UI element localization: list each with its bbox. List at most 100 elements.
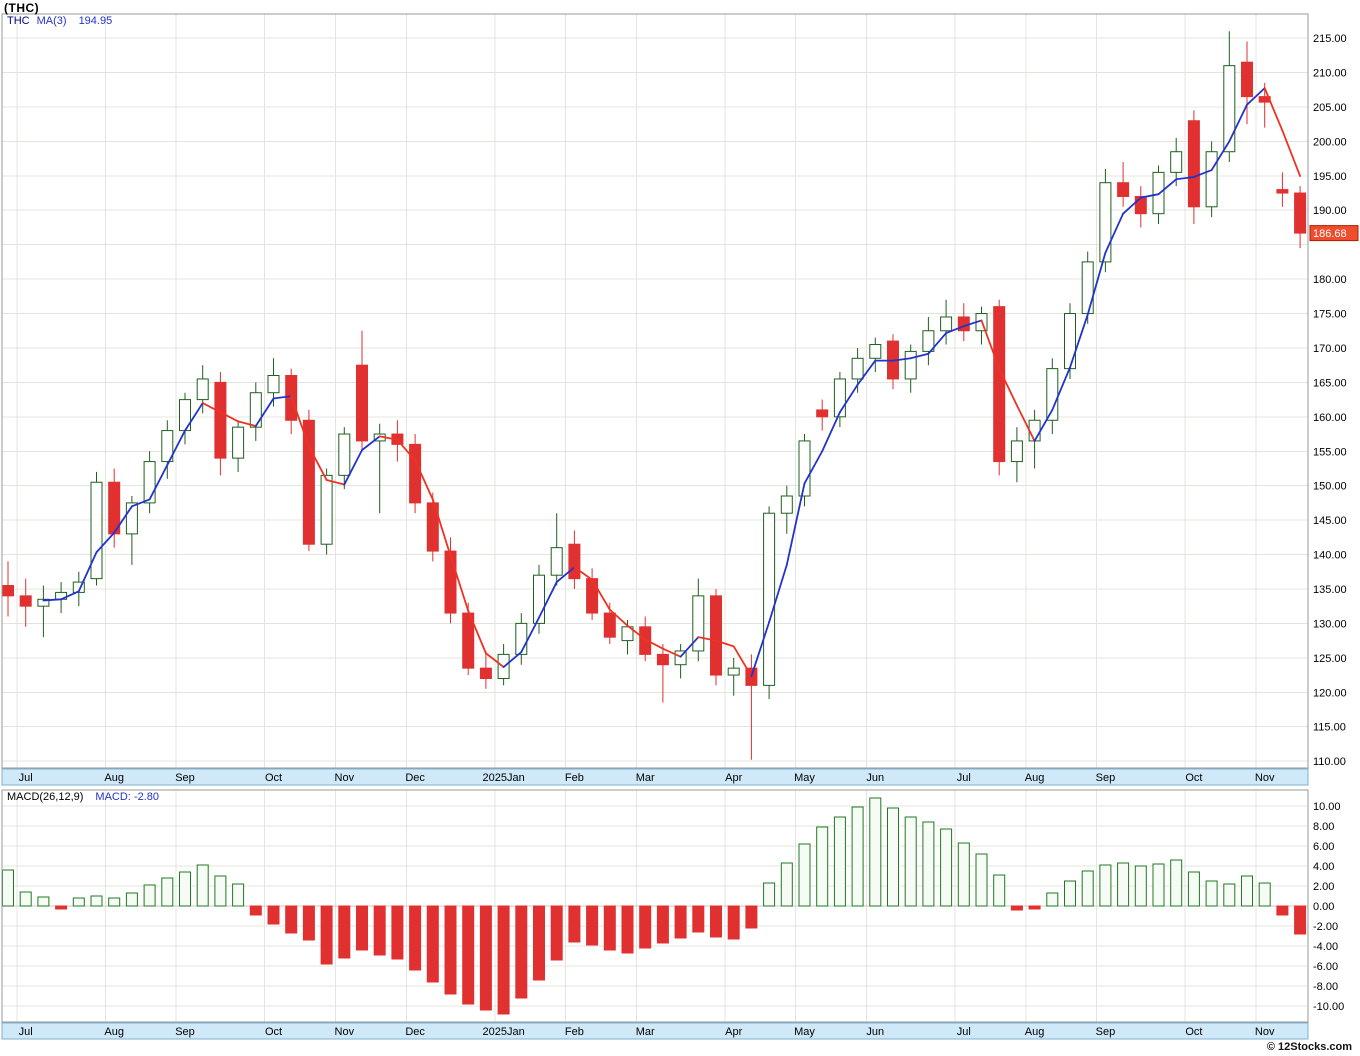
candle — [356, 330, 368, 452]
candle — [196, 365, 209, 414]
ma3-segment — [130, 498, 151, 508]
macd-tick-label: -4.00 — [1313, 941, 1338, 953]
candle — [568, 530, 581, 589]
price-tick-label: 195.00 — [1313, 171, 1347, 183]
candle — [1276, 172, 1289, 207]
month-band — [1, 1022, 1309, 1040]
macd-bar — [568, 905, 581, 943]
month-label: Jul — [957, 1026, 971, 1038]
price-tick-label: 170.00 — [1313, 343, 1347, 355]
candle — [1187, 110, 1200, 225]
macd-bar — [940, 828, 953, 907]
month-label: Sep — [175, 772, 195, 784]
ma3-segment — [378, 435, 399, 441]
candle — [1294, 186, 1307, 249]
macd-bar — [214, 875, 227, 907]
macd-bar — [1010, 905, 1023, 911]
gridlines — [2, 14, 1308, 1022]
macd-bar — [55, 905, 68, 910]
candle — [975, 306, 988, 345]
month-label: Nov — [335, 772, 355, 784]
site-credit: © 12Stocks.com — [1266, 1041, 1352, 1053]
ma3-segment — [290, 395, 310, 448]
candle — [143, 451, 156, 514]
candle — [479, 650, 492, 689]
ticker-symbol: THC — [7, 15, 30, 27]
ma3-segment — [361, 435, 381, 452]
macd-bar — [710, 905, 722, 938]
candle — [887, 334, 899, 390]
price-tick-label: 180.00 — [1313, 274, 1347, 286]
candle — [957, 303, 970, 342]
macd-bar — [904, 816, 917, 907]
month-label: 2025Jan — [482, 772, 524, 784]
ma3-segment — [626, 624, 647, 641]
ma3-segment — [679, 636, 700, 658]
candle — [833, 372, 846, 428]
macd-bar — [603, 905, 616, 951]
month-label: Apr — [725, 772, 742, 784]
month-band — [1, 768, 1309, 786]
macd-bar — [267, 905, 280, 925]
ma3-segment — [201, 402, 222, 414]
ma3-segment — [502, 651, 523, 668]
ma3-segment — [184, 402, 204, 432]
ma3-segment — [113, 505, 133, 534]
macd-bar — [869, 797, 882, 907]
last-price-tag: 186.68 — [1309, 225, 1359, 242]
price-tick-label: 135.00 — [1313, 584, 1347, 596]
macd-bar — [179, 871, 191, 907]
ma3-segment — [945, 325, 965, 334]
ma3-segment — [1033, 409, 1054, 442]
ma3-segment — [325, 479, 346, 486]
ma3-segment — [980, 319, 1001, 370]
macd-bar — [1223, 883, 1236, 907]
month-label: Jul — [19, 1026, 33, 1038]
month-label: Feb — [565, 1026, 584, 1038]
macd-bar — [674, 905, 687, 939]
price-tick-label: 120.00 — [1313, 687, 1347, 699]
ma3-segment — [1139, 193, 1160, 199]
macd-bar — [780, 862, 793, 907]
macd-bar — [763, 882, 776, 907]
ma3-segment — [591, 578, 611, 611]
macd-bar — [1258, 882, 1271, 907]
macd-bar — [249, 905, 262, 916]
macd-bar — [816, 826, 829, 907]
macd-bar — [1152, 863, 1165, 907]
macd-bar — [798, 843, 811, 907]
month-label: Sep — [1096, 772, 1116, 784]
candle — [1046, 358, 1059, 435]
month-label: May — [794, 1026, 815, 1038]
macd-bar — [621, 905, 634, 954]
candle — [19, 578, 32, 627]
ma3-segment — [449, 554, 470, 612]
ma3-segment — [892, 357, 912, 362]
macd-bar — [1028, 905, 1041, 910]
ma3-segment — [856, 359, 877, 386]
macd-bar — [37, 896, 50, 907]
candle — [1134, 186, 1147, 228]
macd-bar — [833, 816, 846, 907]
ma3-segment — [1228, 103, 1248, 143]
month-axis: Jul Aug Sep Oct Nov Dec 2025Jan Feb Mar Apr May Jun… — [1, 768, 1309, 1040]
candle — [161, 420, 174, 479]
ma3-segment — [1263, 87, 1284, 132]
macd-bar — [426, 905, 439, 983]
month-label: Jul — [19, 772, 33, 784]
ma3-segment — [1122, 196, 1142, 215]
price-tick-label: 130.00 — [1313, 618, 1347, 630]
month-label: Dec — [405, 1026, 425, 1038]
macd-bar — [232, 883, 245, 907]
ma3-segment — [803, 450, 824, 485]
candle — [586, 568, 599, 620]
ma3-segment — [431, 498, 452, 557]
month-label: Oct — [1185, 1026, 1202, 1038]
macd-bar — [108, 897, 121, 907]
candle — [674, 644, 687, 679]
candle — [1205, 141, 1218, 218]
macd-bar — [586, 905, 599, 946]
candle — [656, 644, 669, 703]
price-tick-label: 140.00 — [1313, 550, 1347, 562]
macd-bar — [1081, 870, 1094, 907]
